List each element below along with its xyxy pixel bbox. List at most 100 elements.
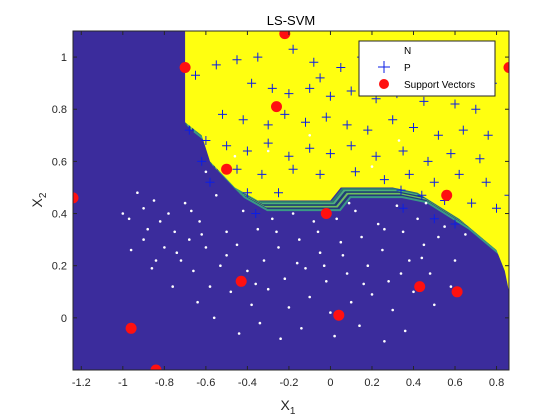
n-point xyxy=(412,290,415,294)
n-point xyxy=(376,222,380,226)
n-point xyxy=(308,295,312,299)
p-point xyxy=(467,198,477,208)
y-tick-label: 0.4 xyxy=(52,209,67,221)
x-tick-label: 0.8 xyxy=(489,377,504,389)
y-tick-label: 0.2 xyxy=(52,261,67,273)
n-point xyxy=(121,212,125,215)
p-point xyxy=(305,143,315,153)
p-point xyxy=(404,169,414,179)
n-point xyxy=(416,217,419,221)
p-point xyxy=(257,169,267,179)
n-point xyxy=(381,248,384,252)
p-point xyxy=(274,188,283,198)
p-point xyxy=(242,188,252,198)
y-tick-label: 0 xyxy=(61,313,67,325)
n-point xyxy=(219,264,222,268)
n-point xyxy=(237,332,241,335)
n-point xyxy=(192,269,195,273)
p-point xyxy=(201,136,211,145)
n-point xyxy=(171,285,174,288)
n-point xyxy=(401,230,405,234)
n-point xyxy=(188,238,191,241)
n-point xyxy=(275,230,278,234)
x-axis-label: X1 xyxy=(281,397,296,417)
p-point xyxy=(342,120,352,130)
n-point xyxy=(370,293,374,296)
support-vector-point xyxy=(271,101,282,113)
p-point xyxy=(450,99,460,109)
n-point xyxy=(167,212,170,215)
n-point xyxy=(335,217,339,221)
legend[interactable]: N P Support Vectors xyxy=(358,40,496,97)
n-point xyxy=(246,269,249,273)
n-point xyxy=(190,209,193,213)
n-point xyxy=(152,199,156,202)
n-point xyxy=(354,209,357,213)
p-point xyxy=(346,141,356,151)
n-point xyxy=(258,321,262,325)
p-point xyxy=(429,177,439,187)
n-point xyxy=(241,209,245,213)
p-point xyxy=(336,63,346,72)
support-vector-point xyxy=(235,275,247,287)
p-point xyxy=(238,115,248,125)
n-point xyxy=(233,154,237,158)
n-point xyxy=(366,264,370,268)
support-vector-point xyxy=(451,286,463,298)
n-point xyxy=(300,327,303,330)
p-point xyxy=(475,154,485,164)
n-point xyxy=(266,287,270,291)
p-point xyxy=(481,177,491,187)
n-point xyxy=(428,272,432,275)
y-axis-label-base: X xyxy=(29,197,45,207)
support-vector-point xyxy=(279,31,291,40)
p-point xyxy=(288,164,298,174)
p-point xyxy=(321,112,331,122)
n-point xyxy=(360,235,363,239)
n-point xyxy=(158,220,162,223)
n-point xyxy=(433,303,436,307)
n-point xyxy=(204,170,208,174)
n-point xyxy=(391,308,395,312)
p-point xyxy=(458,125,468,135)
n-point xyxy=(225,254,228,257)
n-point xyxy=(256,227,260,231)
n-point xyxy=(437,235,440,239)
p-point xyxy=(398,203,408,213)
p-point xyxy=(315,169,325,179)
p-point xyxy=(205,177,215,187)
x-tick-label: 0.2 xyxy=(364,377,379,389)
n-point xyxy=(304,267,307,270)
n-point xyxy=(291,212,295,215)
n-point xyxy=(329,311,332,314)
x-tick-label: -0.4 xyxy=(238,377,257,389)
n-point xyxy=(127,217,131,221)
x-tick-label: -0.8 xyxy=(155,377,174,389)
p-point xyxy=(363,125,373,135)
n-point xyxy=(183,201,187,205)
p-point xyxy=(454,169,464,179)
legend-label-n: N xyxy=(404,46,411,57)
x-axis-label-base: X xyxy=(281,397,291,413)
p-point xyxy=(211,60,221,70)
p-point xyxy=(222,141,232,151)
n-point xyxy=(235,243,239,247)
x-axis-label-sub: 1 xyxy=(290,406,296,417)
p-point xyxy=(325,149,335,159)
n-point xyxy=(146,227,149,231)
p-point xyxy=(433,130,443,140)
n-point xyxy=(250,303,253,307)
n-point xyxy=(408,259,411,262)
p-point xyxy=(284,151,294,161)
n-point xyxy=(370,165,374,168)
legend-swatch-n xyxy=(382,48,386,52)
p-point xyxy=(388,115,398,125)
x-tick-label: 0.4 xyxy=(406,377,421,389)
x-tick-label: 0.6 xyxy=(447,377,462,389)
n-point xyxy=(325,280,328,283)
n-point xyxy=(142,207,145,210)
n-point xyxy=(208,285,212,288)
n-point xyxy=(212,316,216,320)
n-point xyxy=(283,277,287,281)
